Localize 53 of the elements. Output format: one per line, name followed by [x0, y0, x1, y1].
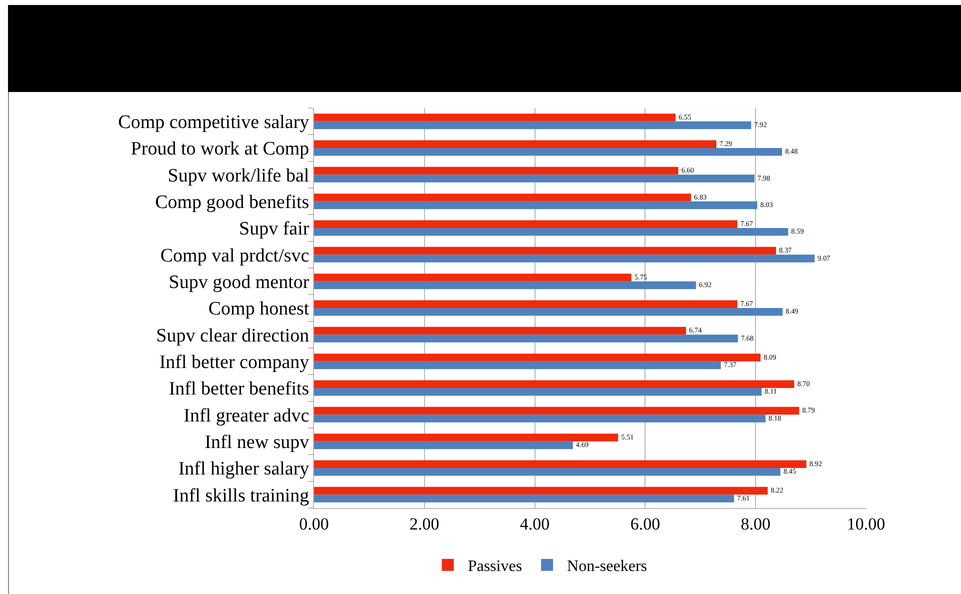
bar [314, 201, 758, 210]
bar [314, 380, 794, 388]
bar [314, 300, 738, 308]
bar [314, 308, 783, 316]
y-tick-label: Comp honest [208, 298, 310, 320]
y-tick-label: Supv clear direction [156, 325, 310, 346]
bar [314, 354, 761, 362]
y-tick-label: Supv good mentor [168, 272, 310, 293]
bar [314, 460, 806, 468]
x-tick-label: 2.00 [410, 514, 440, 534]
x-tick-label: 4.00 [520, 514, 550, 534]
x-tick-label: 6.00 [630, 514, 660, 534]
bar [314, 166, 678, 175]
y-tick-label: Comp competitive salary [118, 112, 310, 133]
bar [314, 441, 573, 450]
y-tick-label: Proud to work at Comp [130, 138, 310, 160]
bar [314, 326, 686, 335]
bar [314, 406, 800, 415]
y-tick-label: Infl greater advc [184, 405, 310, 426]
x-tick-label: 8.00 [740, 514, 770, 534]
bar [314, 274, 632, 282]
bar [314, 334, 738, 342]
legend-label: Passives [468, 558, 522, 576]
y-tick-label: Infl higher salary [178, 458, 310, 480]
y-tick-label: Supv fair [239, 218, 310, 240]
bar [314, 434, 618, 442]
y-tick-label: Infl better benefits [168, 378, 310, 400]
bar [314, 220, 738, 228]
bar [314, 468, 780, 476]
y-tick-label: Infl skills training [173, 485, 310, 506]
bar [314, 121, 752, 130]
bar [314, 254, 815, 262]
y-tick-label: Infl better company [159, 352, 310, 373]
y-tick-label: Comp good benefits [155, 192, 310, 213]
bar [314, 114, 676, 122]
bar [314, 228, 788, 236]
bar [314, 414, 766, 422]
bar [314, 194, 692, 202]
y-tick-label: Supv work/life bal [168, 165, 310, 186]
bar [314, 148, 782, 156]
bar [314, 281, 696, 290]
x-tick-label: 10.00 [846, 514, 886, 534]
bar [314, 174, 754, 182]
bar [314, 361, 721, 370]
y-tick-label: Infl new supv [204, 432, 310, 453]
legend-label: Non-seekers [567, 558, 648, 576]
x-tick-label: 0.00 [299, 514, 329, 534]
y-tick-label: Comp val prdct/svc [160, 245, 310, 266]
bar [314, 494, 734, 502]
bar [314, 246, 776, 255]
bar [314, 388, 762, 396]
bar [314, 140, 716, 148]
bar [314, 486, 768, 495]
